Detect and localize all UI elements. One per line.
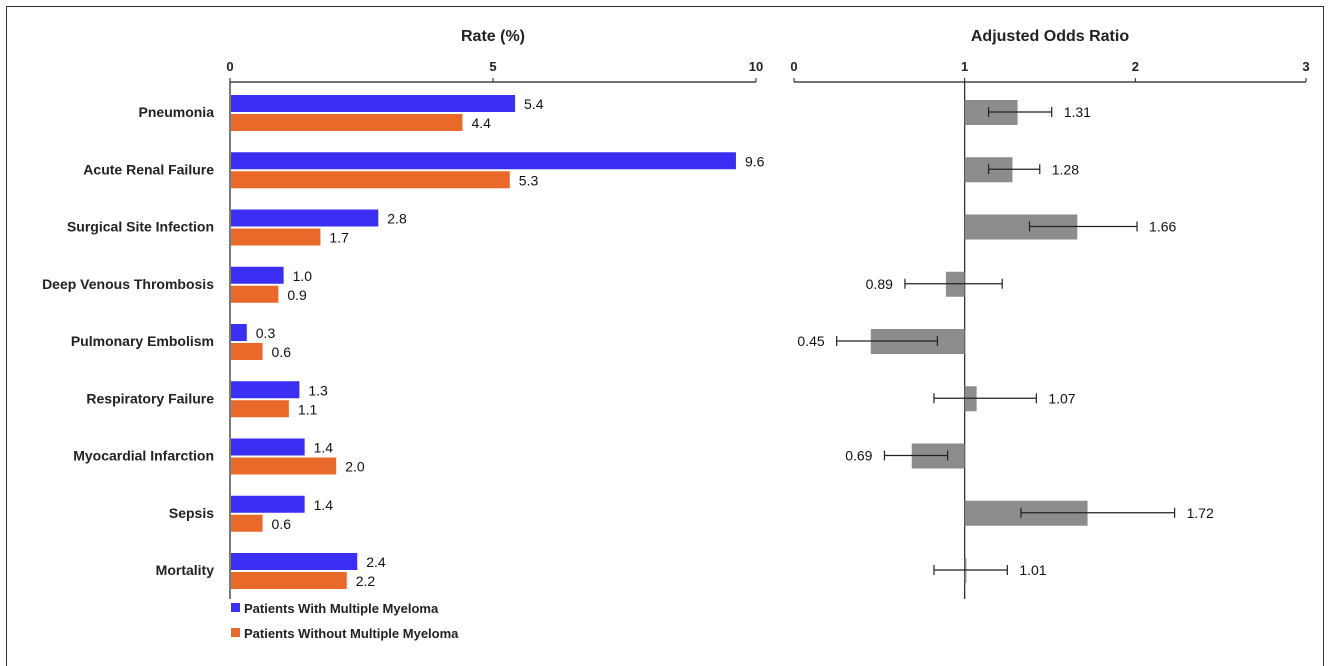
category-label: Sepsis [169, 505, 214, 521]
bar-without-myeloma [231, 171, 510, 189]
legend-swatch-without-myeloma [231, 628, 240, 637]
bar-with-myeloma [231, 266, 284, 284]
category-label: Respiratory Failure [86, 390, 214, 406]
value-label-without-myeloma: 0.9 [287, 287, 307, 303]
odds-ratio-label: 1.72 [1187, 505, 1214, 521]
bar-without-myeloma [231, 228, 321, 246]
legend-label-with-myeloma: Patients With Multiple Myeloma [244, 601, 439, 616]
odds-tick-label: 1 [961, 59, 968, 74]
bar-with-myeloma [231, 381, 300, 399]
bar-without-myeloma [231, 400, 289, 418]
bar-with-myeloma [231, 95, 516, 112]
rate-tick-label: 10 [749, 59, 763, 74]
category-label: Pneumonia [139, 104, 215, 120]
chart-frame: Rate (%) 0 5 10 Pneumonia 5.4 4.4 Acute Renal F… [6, 6, 1324, 666]
value-label-with-myeloma: 1.4 [314, 440, 334, 456]
value-label-without-myeloma: 5.3 [519, 172, 539, 188]
rate-panel: Rate (%) 0 5 10 Pneumonia 5.4 4.4 Acute Renal F… [42, 28, 765, 599]
odds-tick-label: 3 [1302, 59, 1309, 74]
value-label-with-myeloma: 0.3 [256, 325, 276, 341]
odds-ratio-label: 0.69 [845, 448, 872, 464]
category-label: Mortality [156, 562, 215, 578]
odds-ratio-label: 0.45 [797, 333, 824, 349]
value-label-without-myeloma: 1.1 [298, 401, 318, 417]
odds-tick-label: 0 [790, 59, 797, 74]
odds-ratio-label: 1.66 [1149, 219, 1176, 235]
value-label-with-myeloma: 1.3 [308, 382, 328, 398]
value-label-with-myeloma: 9.6 [745, 153, 765, 169]
category-label: Myocardial Infarction [73, 448, 214, 464]
rate-axis-title: Rate (%) [461, 28, 525, 45]
value-label-without-myeloma: 1.7 [329, 230, 349, 246]
bar-without-myeloma [231, 343, 263, 360]
odds-axis-title: Adjusted Odds Ratio [971, 28, 1129, 45]
rate-tick-label: 5 [489, 59, 496, 74]
value-label-without-myeloma: 4.4 [471, 115, 491, 131]
bar-with-myeloma [231, 553, 358, 570]
value-label-without-myeloma: 2.2 [356, 573, 376, 589]
odds-ratio-label: 1.28 [1052, 161, 1079, 177]
odds-ratio-label: 1.01 [1019, 562, 1046, 578]
category-label: Surgical Site Infection [67, 219, 214, 235]
value-label-without-myeloma: 0.6 [272, 516, 292, 532]
rate-tick-label: 0 [226, 59, 233, 74]
legend: Patients With Multiple Myeloma Patients W… [231, 601, 459, 641]
value-label-without-myeloma: 0.6 [272, 344, 292, 360]
bar-with-myeloma [231, 495, 305, 513]
value-label-with-myeloma: 2.4 [366, 554, 386, 570]
value-label-with-myeloma: 1.4 [314, 497, 334, 513]
category-label: Deep Venous Thrombosis [42, 276, 214, 292]
value-label-with-myeloma: 2.8 [387, 211, 407, 227]
bar-without-myeloma [231, 457, 337, 475]
bar-with-myeloma [231, 209, 379, 227]
bar-with-myeloma [231, 438, 305, 456]
bar-without-myeloma [231, 572, 347, 589]
category-label: Pulmonary Embolism [71, 333, 214, 349]
bar-with-myeloma [231, 324, 247, 341]
bar-without-myeloma [231, 285, 279, 303]
value-label-with-myeloma: 1.0 [293, 268, 313, 284]
odds-ratio-panel: Adjusted Odds Ratio 0 1 2 3 1.31 1.28 1.66 0.89 0… [790, 28, 1310, 599]
legend-swatch-with-myeloma [231, 603, 240, 612]
value-label-with-myeloma: 5.4 [524, 96, 544, 112]
bar-without-myeloma [231, 114, 463, 131]
bar-without-myeloma [231, 514, 263, 532]
legend-label-without-myeloma: Patients Without Multiple Myeloma [244, 626, 459, 641]
bar-with-myeloma [231, 152, 736, 170]
category-label: Acute Renal Failure [83, 161, 214, 177]
odds-tick-label: 2 [1132, 59, 1139, 74]
odds-ratio-label: 0.89 [866, 276, 893, 292]
odds-ratio-label: 1.07 [1048, 390, 1075, 406]
value-label-without-myeloma: 2.0 [345, 459, 365, 475]
odds-ratio-label: 1.31 [1064, 104, 1091, 120]
